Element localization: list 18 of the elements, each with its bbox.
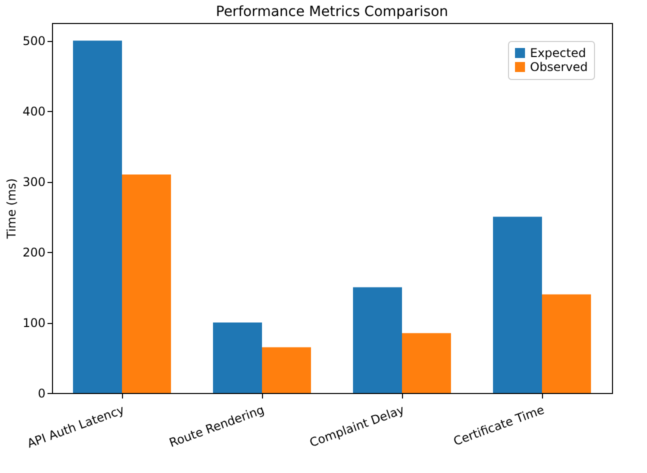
y-tick-label: 100 [22, 316, 46, 330]
y-tick-label: 400 [22, 104, 46, 119]
bar [493, 216, 542, 393]
bar [213, 322, 262, 393]
bar [402, 333, 451, 393]
legend-label: Expected [530, 46, 586, 60]
bar [542, 294, 591, 393]
y-tick-label: 500 [22, 34, 46, 48]
y-axis-title: Time (ms) [4, 178, 19, 240]
bar [73, 40, 122, 393]
y-tick-label: 0 [38, 386, 46, 400]
y-tick-label: 300 [22, 175, 46, 190]
legend-label: Observed [530, 60, 588, 74]
bar [262, 347, 311, 393]
chart-title: Performance Metrics Comparison [216, 4, 448, 20]
bar [122, 174, 171, 393]
y-tick-label: 200 [22, 246, 46, 260]
bar [353, 287, 402, 393]
